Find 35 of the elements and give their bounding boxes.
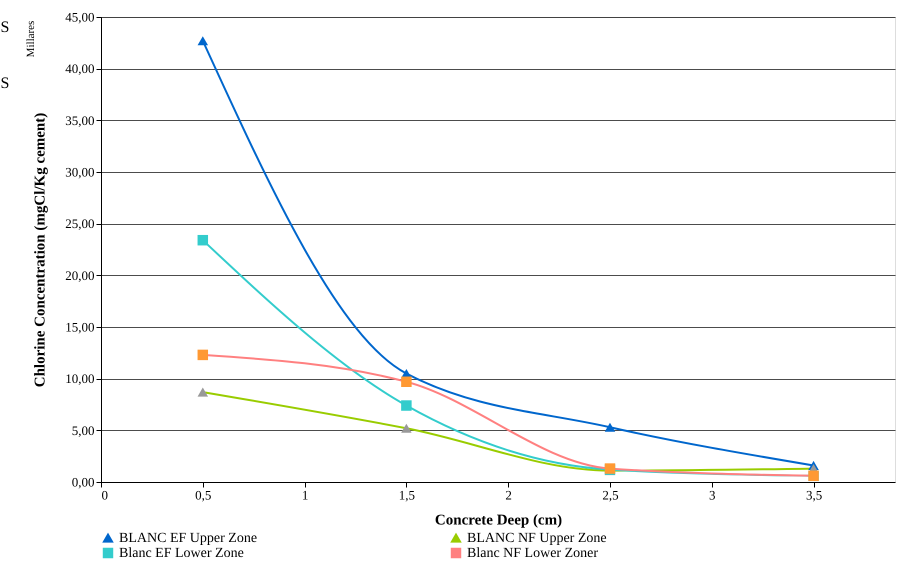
- point: [198, 388, 208, 397]
- legend-label: BLANC EF Upper Zone: [119, 531, 258, 546]
- text: S: [0, 19, 10, 36]
- text: Millares: [25, 20, 37, 58]
- y-axis-title: Chlorine Concentration (mgCl/Kg cement): [32, 112, 48, 388]
- y-tick-label: 30,00: [65, 164, 94, 180]
- y-tick-label: 15,00: [65, 320, 94, 334]
- legend-label: Blanc NF Lower Zoner: [467, 546, 598, 561]
- point: [198, 36, 208, 46]
- y-tick-label: 10,00: [65, 371, 94, 386]
- point: [198, 234, 208, 246]
- point: [604, 422, 616, 432]
- point: [401, 400, 412, 411]
- x-axis-title: Concrete Deep (cm): [434, 512, 562, 528]
- legend-label: Blanc EF Lower Zone: [119, 546, 244, 561]
- point: [401, 424, 412, 433]
- point: [198, 350, 208, 360]
- y-tick-label: 45,00: [65, 10, 94, 24]
- legend-label: BLANC NF Upper Zone: [467, 531, 607, 546]
- y-tick-label: 35,00: [65, 112, 94, 128]
- x-tick-label: 3: [709, 488, 716, 502]
- x-tick-label: 0: [102, 488, 108, 502]
- text: S: [0, 75, 10, 92]
- y-tick-label: 0,00: [72, 474, 94, 490]
- x-tick-label: 1: [302, 488, 308, 502]
- y-tick-label: 25,00: [65, 216, 94, 232]
- x-tick-label: 0,5: [195, 488, 212, 502]
- y-tick-label: 5,00: [72, 422, 94, 438]
- y-tick-label: 40,00: [65, 61, 94, 76]
- x-tick-label: 2,5: [602, 488, 619, 502]
- x-tick-label: 3,5: [806, 488, 822, 502]
- point: [401, 376, 412, 388]
- y-tick-label: 20,00: [65, 268, 94, 283]
- x-tick-label: 2: [505, 488, 512, 502]
- x-tick-label: 1,5: [398, 488, 416, 502]
